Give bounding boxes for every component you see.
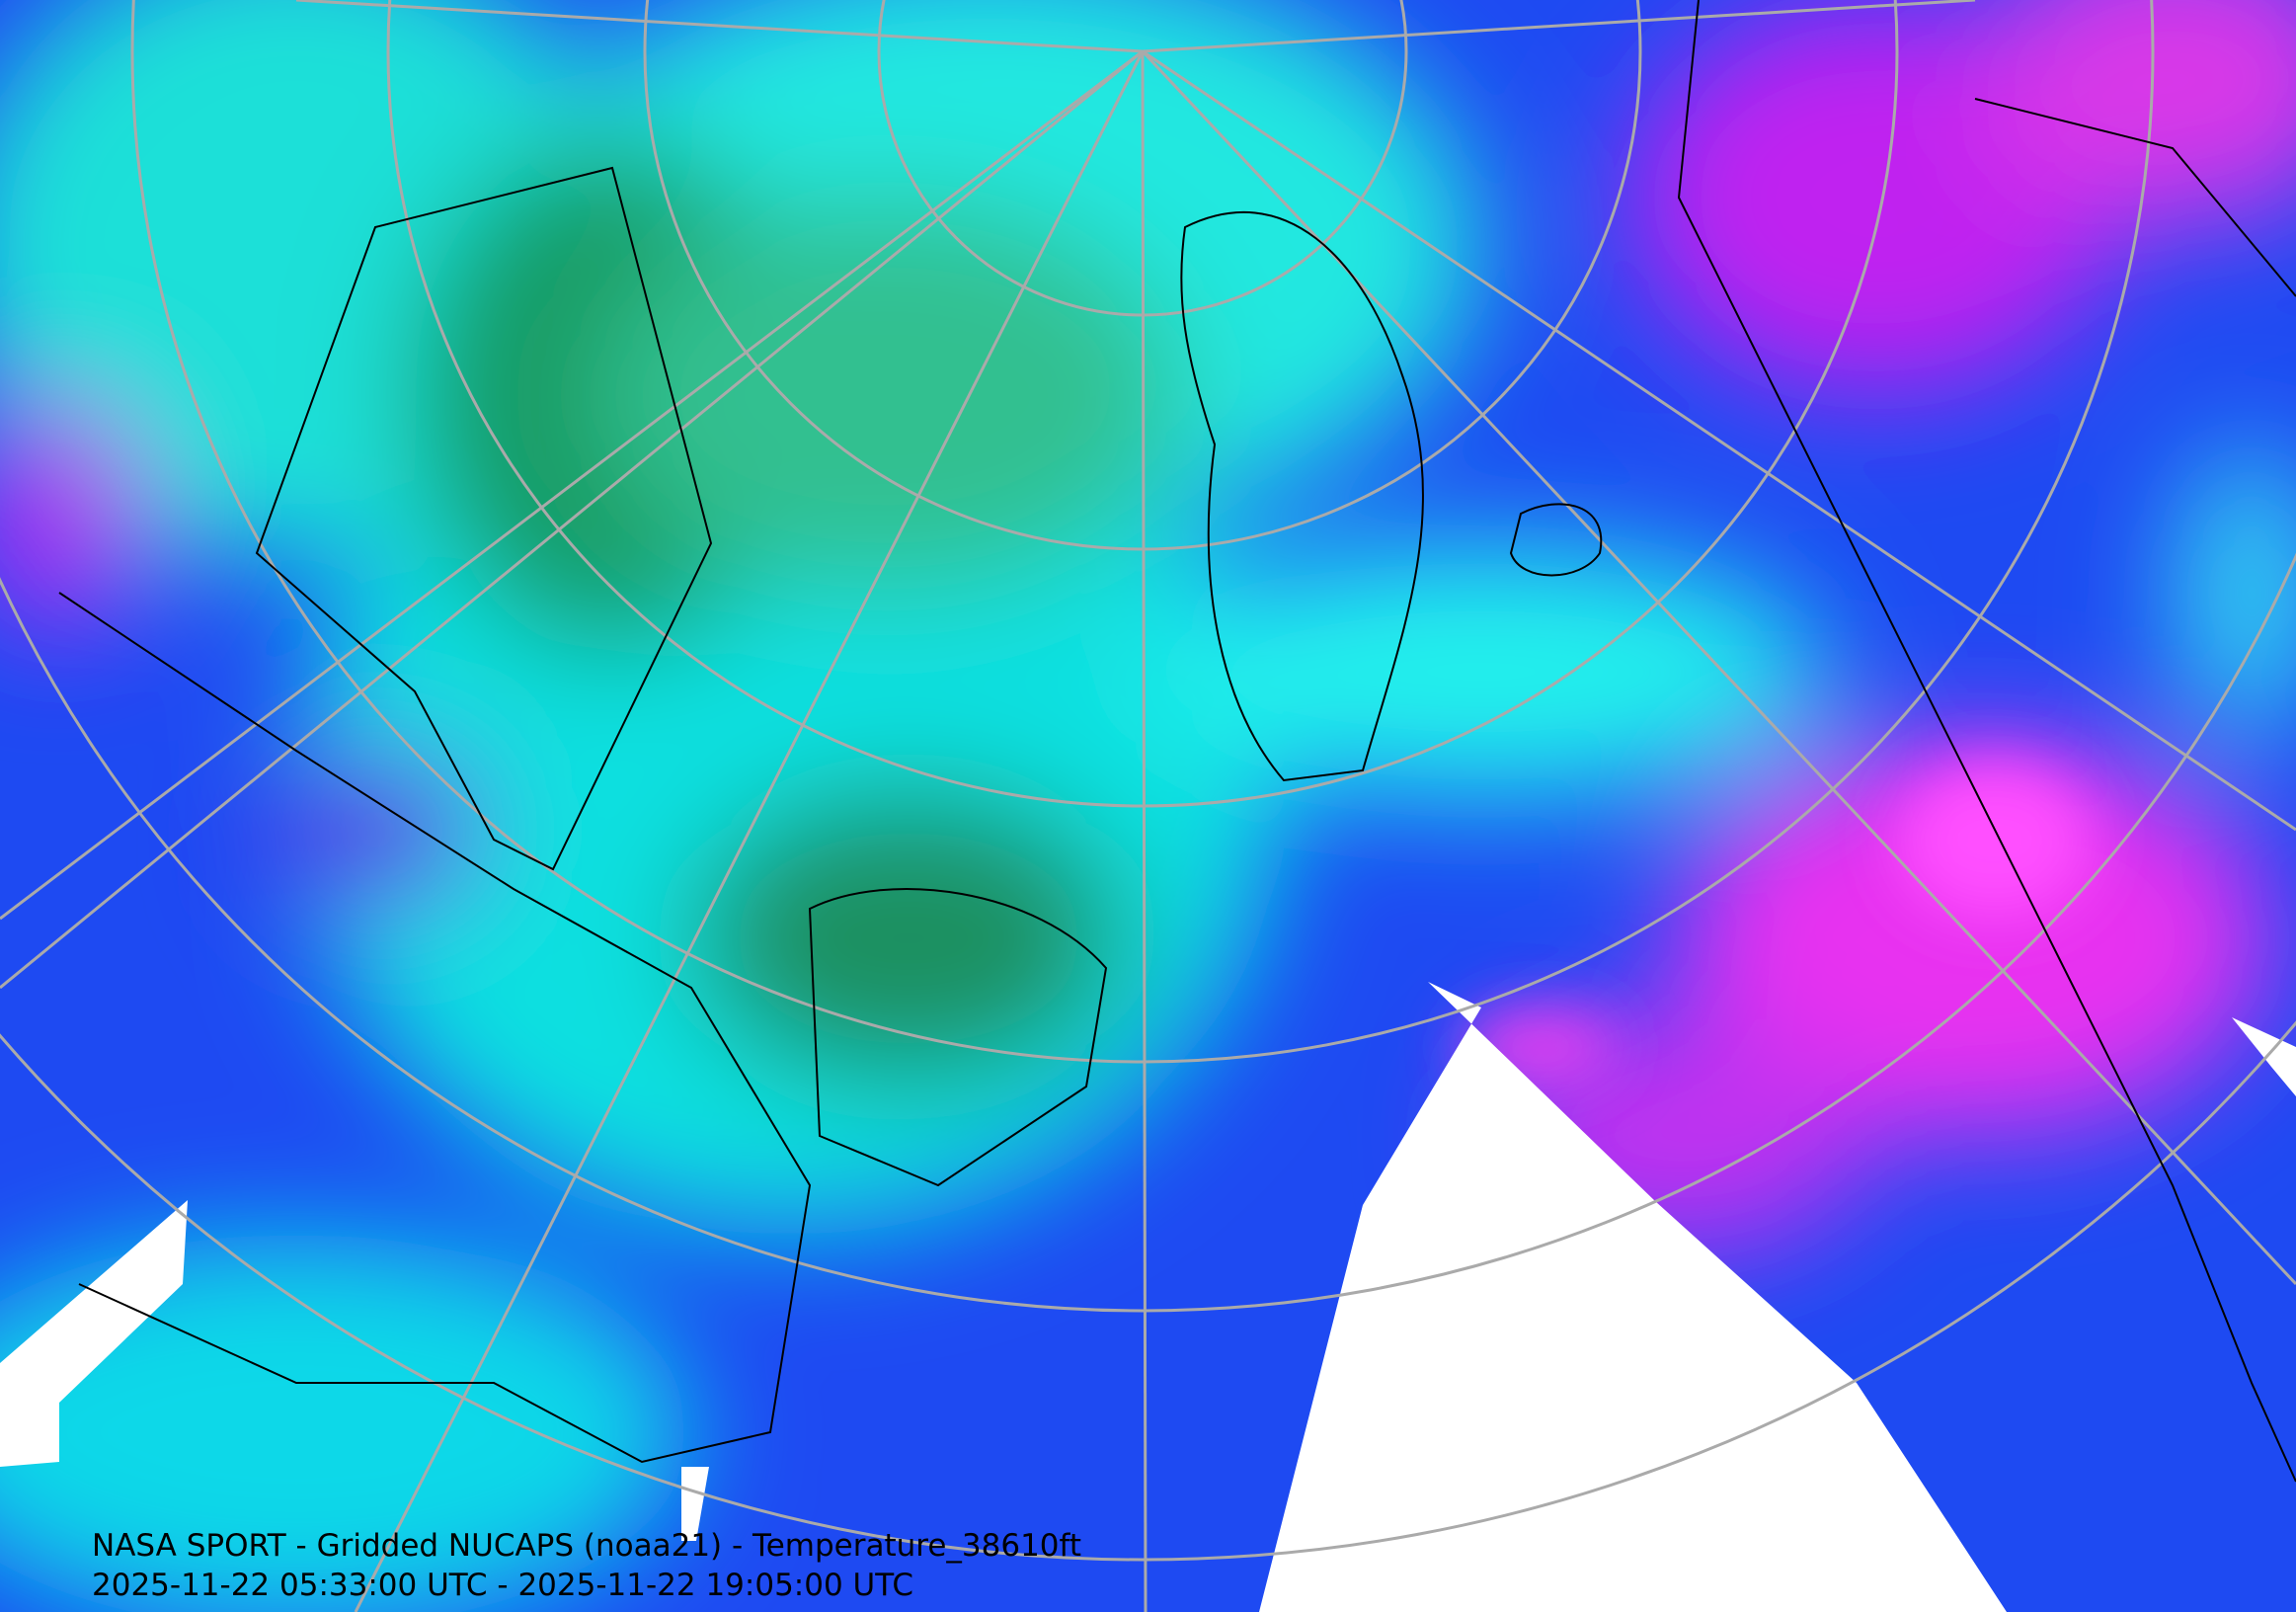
hotspots — [1462, 761, 2094, 1087]
coastlines — [58, 0, 2296, 1483]
caption-line-1: NASA SPORT - Gridded NUCAPS (noaa21) - T… — [92, 1528, 1081, 1564]
no-data — [0, 982, 2296, 1612]
caption-line-2: 2025-11-22 05:33:00 UTC - 2025-11-22 19:… — [92, 1568, 913, 1603]
